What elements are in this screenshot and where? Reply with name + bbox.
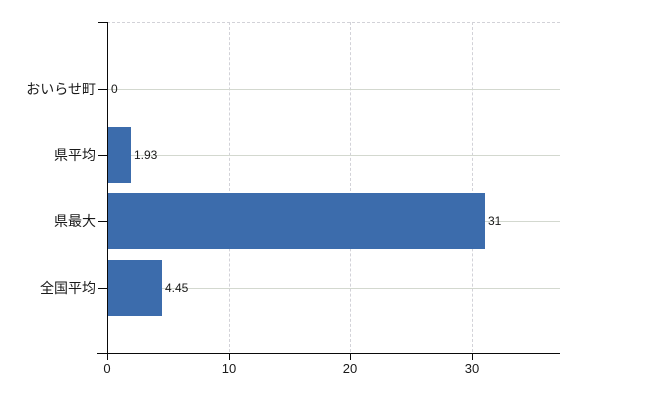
bar [108, 260, 162, 316]
category-label: 県最大 [54, 213, 96, 229]
y-axis-tick [98, 288, 107, 289]
bar [108, 193, 485, 249]
category-label: 県平均 [54, 147, 96, 163]
x-axis-tick-label: 0 [103, 361, 111, 376]
x-axis-tick [350, 354, 351, 360]
vertical-gridline [472, 22, 473, 352]
vertical-gridline [229, 22, 230, 352]
y-axis-tick [98, 89, 107, 90]
x-axis-tick-label: 10 [221, 361, 237, 376]
y-axis-tick [98, 155, 107, 156]
x-axis-tick [472, 354, 473, 360]
y-axis [107, 22, 108, 360]
bar-value-label: 0 [111, 82, 118, 96]
bar [108, 127, 131, 183]
plot-top-border [107, 22, 560, 23]
category-label: おいらせ町 [26, 81, 96, 97]
vertical-gridline [350, 22, 351, 352]
bar-value-label: 1.93 [134, 148, 158, 162]
x-axis-tick-label: 20 [342, 361, 358, 376]
y-axis-tick [98, 22, 107, 23]
y-axis-tick [98, 221, 107, 222]
horizontal-gridline [108, 89, 560, 90]
x-axis-tick [229, 354, 230, 360]
bar-value-label: 4.45 [165, 281, 189, 295]
category-label: 全国平均 [40, 280, 96, 296]
x-axis [97, 353, 560, 354]
horizontal-gridline [108, 288, 560, 289]
x-axis-tick-label: 30 [464, 361, 480, 376]
bar-value-label: 31 [488, 214, 502, 228]
horizontal-gridline [108, 155, 560, 156]
